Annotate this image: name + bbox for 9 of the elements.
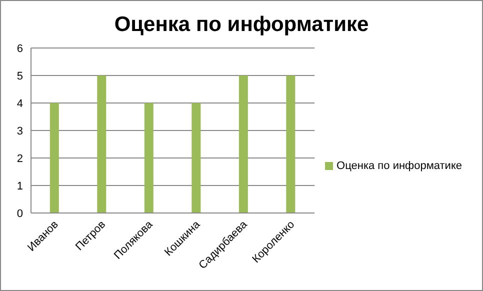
y-tick-label: 1 — [16, 180, 23, 192]
y-tick-label: 3 — [16, 125, 23, 138]
y-tick-label: 6 — [16, 42, 23, 55]
y-tick-label: 4 — [16, 98, 23, 110]
y-tick-label: 0 — [16, 208, 23, 220]
y-tick-label: 5 — [16, 70, 23, 82]
legend-label: Оценка по информатике — [336, 160, 462, 172]
chart-title: Оценка по информатике — [113, 13, 370, 38]
y-tick-label: 2 — [16, 152, 23, 165]
